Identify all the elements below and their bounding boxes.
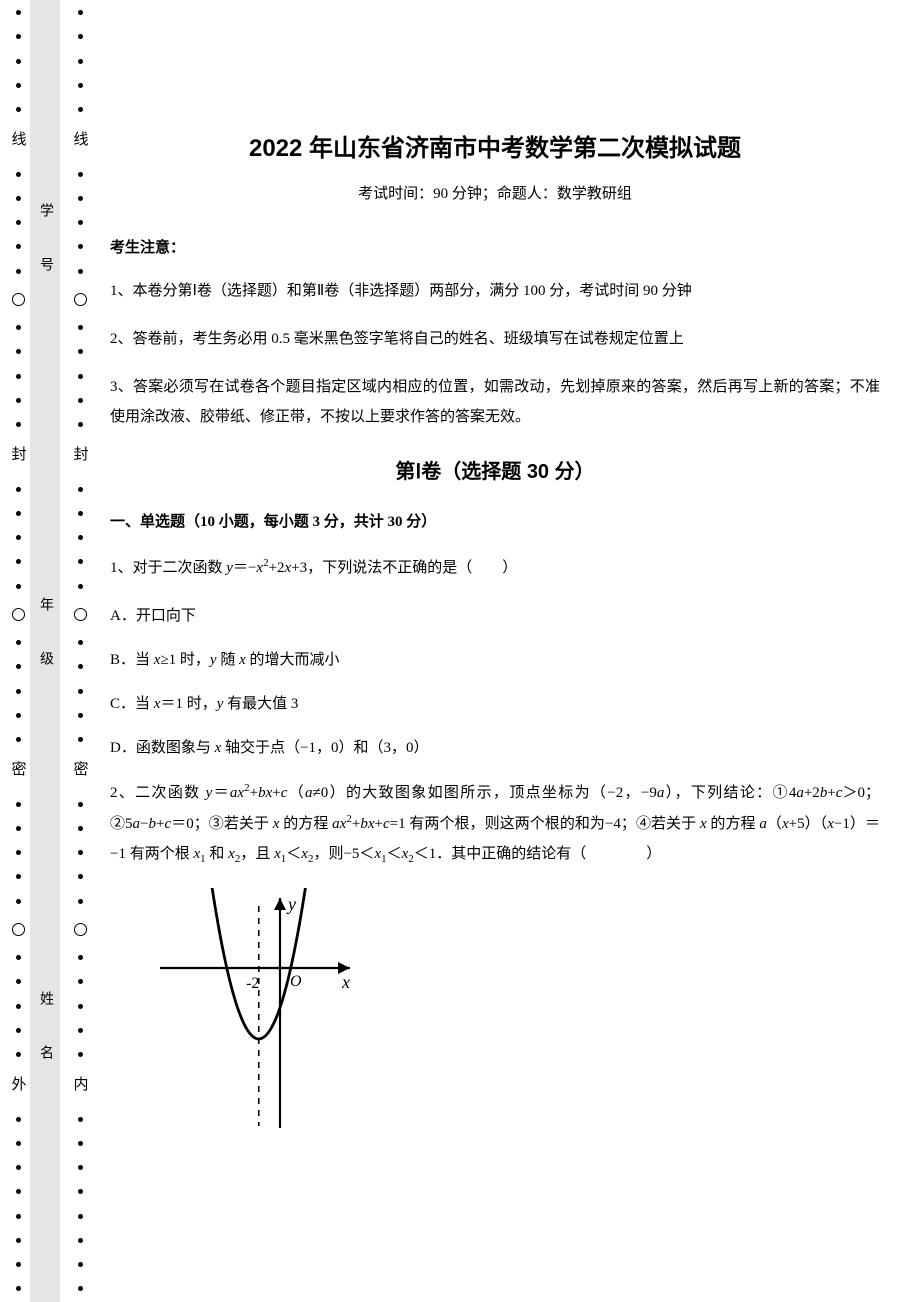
q1-option-d: D．函数图象与 x 轴交于点（−1，0）和（3，0） bbox=[110, 733, 880, 763]
q1-suffix: ，下列说法不正确的是（ ） bbox=[307, 560, 517, 576]
question-1: 1、对于二次函数 y＝−x2+2x+3，下列说法不正确的是（ ） bbox=[110, 552, 880, 583]
notice-2: 2、答卷前，考生务必用 0.5 毫米黑色签字笔将自己的姓名、班级填写在试卷规定位… bbox=[110, 324, 880, 354]
q2-graph: Ox y -2 bbox=[150, 888, 880, 1146]
exam-subtitle: 考试时间：90 分钟；命题人：数学教研组 bbox=[110, 182, 880, 206]
notice-3: 3、答案必须写在试卷各个题目指定区域内相应的位置，如需改动，先划掉原来的答案，然… bbox=[110, 372, 880, 432]
q1-option-a: A．开口向下 bbox=[110, 601, 880, 631]
parabola-graph-svg: Ox y -2 bbox=[150, 888, 360, 1138]
question-2: 2、二次函数 y＝ax2+bx+c（a≠0）的大致图象如图所示，顶点坐标为（−2… bbox=[110, 777, 880, 870]
strip-label-xingming: 姓名 bbox=[35, 991, 55, 1099]
inner-dotted-column: 线封密内 bbox=[70, 0, 90, 1302]
q1-option-c: C．当 x＝1 时，y 有最大值 3 bbox=[110, 689, 880, 719]
strip-label-xuehao: 学号 bbox=[35, 203, 55, 311]
outer-dotted-column: 线封密外 bbox=[8, 0, 28, 1302]
part-heading: 一、单选题（10 小题，每小题 3 分，共计 30 分） bbox=[110, 510, 880, 534]
q1-prefix: 1、对于二次函数 bbox=[110, 560, 226, 576]
svg-text:O: O bbox=[290, 973, 302, 990]
notice-heading: 考生注意： bbox=[110, 236, 880, 260]
exam-title: 2022 年山东省济南市中考数学第二次模拟试题 bbox=[110, 130, 880, 168]
notice-1: 1、本卷分第Ⅰ卷（选择题）和第Ⅱ卷（非选择题）两部分，满分 100 分，考试时间… bbox=[110, 276, 880, 306]
svg-text:x: x bbox=[341, 972, 350, 992]
q1-option-b: B．当 x≥1 时，y 随 x 的增大而减小 bbox=[110, 645, 880, 675]
strip-label-nianji: 年级 bbox=[35, 597, 55, 705]
binding-strip: 学号 年级 姓名 bbox=[30, 0, 60, 1302]
svg-text:-2: -2 bbox=[246, 975, 259, 992]
svg-text:y: y bbox=[286, 894, 296, 914]
section-heading: 第Ⅰ卷（选择题 30 分） bbox=[110, 456, 880, 488]
page-content: 2022 年山东省济南市中考数学第二次模拟试题 考试时间：90 分钟；命题人：数… bbox=[100, 0, 900, 1166]
